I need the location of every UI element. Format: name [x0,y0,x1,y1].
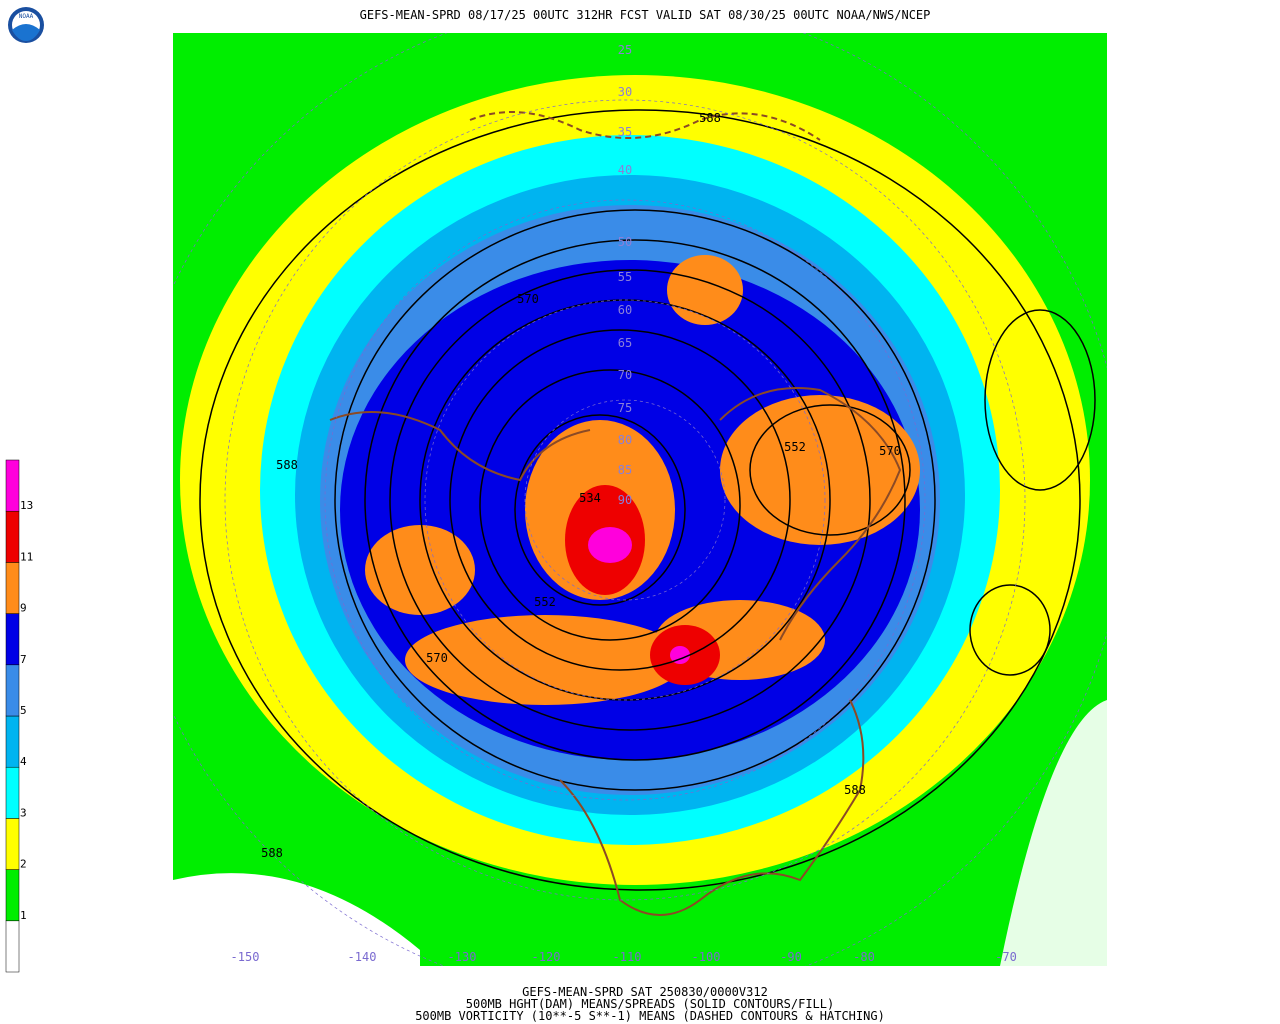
height-contours [199,109,1096,891]
contour [364,239,906,761]
contour [334,209,936,791]
colorbar: 1 2 3 4 5 7 9 11 13 [5,459,33,973]
latitude-label: 50 [618,235,632,249]
contour [984,309,1096,491]
colorbar-swatch [5,766,20,819]
title: GEFS-MEAN-SPRD 08/17/25 00UTC 312HR FCST… [360,8,931,22]
longitude-label: -110 [613,950,642,964]
fill-magenta [670,646,690,664]
colorbar-swatch [5,869,20,922]
longitude-label: -120 [532,950,561,964]
latitude-label: 80 [618,433,632,447]
latitude-label: 55 [618,270,632,284]
graticule [173,33,1107,966]
map [173,33,1107,966]
contour [479,369,741,641]
contour-label: 552 [784,440,806,454]
colorbar-label: 3 [20,806,27,819]
colorbar-label: 5 [20,704,27,717]
contour-label: 588 [699,111,721,125]
latitude-label: 40 [618,163,632,177]
longitude-label: -90 [780,950,802,964]
latitude-label: 65 [618,336,632,350]
coastline [329,411,591,482]
longitude-label: -70 [995,950,1017,964]
latitude-label: 90 [618,493,632,507]
fill-magenta [588,527,632,563]
fill-orange [365,525,475,615]
colorbar-label: 13 [20,499,33,512]
vorticity-contour [469,111,821,141]
colorbar-label: 2 [20,858,27,871]
colorbar-swatch [5,715,20,768]
lat-circle [524,399,726,601]
fill-orange [405,615,685,705]
contour [449,329,791,671]
longitude-label: -130 [448,950,477,964]
colorbar-swatch [5,459,20,512]
contour [514,414,686,606]
coastlines [329,111,902,916]
contour-label: 570 [426,651,448,665]
latitude-label: 70 [618,368,632,382]
contour-label: 588 [844,783,866,797]
contour-label: 570 [879,444,901,458]
contour [199,109,1081,891]
noaa-logo: NOAA [8,7,44,43]
logo-wave [12,24,40,41]
latitude-label: 60 [618,303,632,317]
longitude-label: -140 [348,950,377,964]
longitude-label: -80 [853,950,875,964]
lat-circle [324,199,926,801]
colorbar-swatch [5,664,20,717]
colorbar-swatch [5,920,20,973]
lat-circle [424,299,826,701]
contour [969,584,1051,676]
latitude-label: 75 [618,401,632,415]
colorbar-label: 1 [20,909,27,922]
coastline [559,699,865,916]
colorbar-swatch [5,613,20,666]
map-labels: 25 30 35 40 50 55 60 65 70 75 80 85 90 -150 -140 -130 -1… [231,43,1017,964]
colorbar-swatch [5,510,20,563]
colorbar-label: 9 [20,602,27,615]
logo-text: NOAA [19,13,34,20]
colorbar-label: 7 [20,653,27,666]
longitude-label: -100 [692,950,721,964]
colorbar-swatch [5,818,20,870]
contour [389,269,871,731]
longitude-label: -150 [231,950,260,964]
white-region [173,873,420,966]
contour-label: 588 [261,846,283,860]
fill-orange [667,255,743,325]
colorbar-label: 4 [20,755,27,768]
footer-line: GEFS-MEAN-SPRD SAT 250830/0000V312 [522,985,768,999]
contour-label: 588 [276,458,298,472]
latitude-label: 25 [618,43,632,57]
coastline [719,387,902,641]
contour-label: 534 [579,491,601,505]
footer-line: 500MB VORTICITY (10**-5 S**-1) MEANS (DA… [415,1009,885,1023]
footer-line: 500MB HGHT(DAM) MEANS/SPREADS (SOLID CON… [466,997,834,1011]
colorbar-label: 11 [20,550,33,563]
contour-label: 552 [534,595,556,609]
latitude-label: 30 [618,85,632,99]
latitude-label: 85 [618,463,632,477]
latitude-label: 35 [618,125,632,139]
white-region [1000,700,1107,966]
contour-label: 570 [517,292,539,306]
colorbar-swatch [5,562,20,614]
lat-circle [224,99,1026,901]
contour [749,404,911,536]
